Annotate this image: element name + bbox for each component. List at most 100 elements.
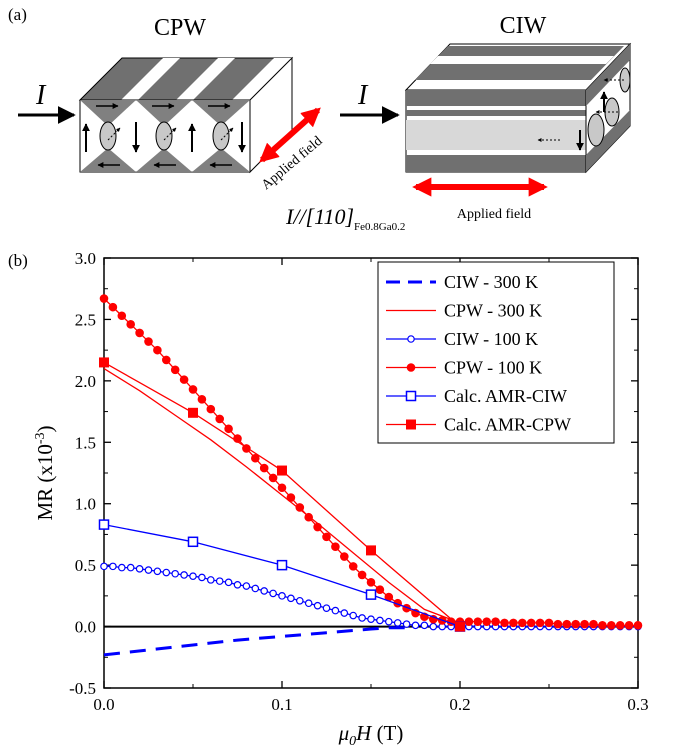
data-point <box>276 559 288 571</box>
data-point <box>251 584 260 593</box>
data-point <box>491 617 500 626</box>
data-point <box>224 578 233 587</box>
legend-marker <box>406 419 416 430</box>
data-point <box>340 552 349 561</box>
series-0 <box>103 626 407 657</box>
data-point <box>571 619 581 629</box>
data-point <box>562 619 572 629</box>
data-point <box>553 619 563 629</box>
legend-item: CIW - 100 K <box>386 329 538 349</box>
data-point <box>366 545 376 556</box>
direction-subscript: Fe0.8Ga0.2 <box>354 221 405 233</box>
data-point <box>268 473 278 483</box>
y-tick-label: 0.0 <box>75 618 96 637</box>
data-point <box>99 357 109 368</box>
data-point <box>482 617 492 626</box>
legend-marker <box>407 335 415 343</box>
data-point <box>340 609 349 617</box>
cpw-structure-diagram <box>78 56 294 174</box>
data-point <box>126 320 135 329</box>
data-point <box>251 453 260 463</box>
data-point <box>215 577 224 585</box>
data-point <box>429 622 438 631</box>
series-1 <box>103 368 461 624</box>
panel-b-label: (b) <box>8 251 28 270</box>
data-point <box>598 621 607 630</box>
data-point <box>464 617 474 626</box>
legend-item: CPW - 100 K <box>386 358 542 378</box>
cpw-field-arrow <box>259 107 321 163</box>
series-3 <box>99 294 643 630</box>
ciw-current-arrow: I <box>340 80 400 124</box>
data-point <box>607 621 616 630</box>
ciw-structure-diagram <box>404 42 632 174</box>
data-point <box>580 619 589 629</box>
legend-item: CIW - 300 K <box>386 272 538 292</box>
data-point <box>135 565 144 573</box>
legend-label: Calc. AMR-CIW <box>444 386 567 406</box>
series-5 <box>99 357 465 632</box>
data-point <box>259 463 269 473</box>
data-point <box>376 616 384 625</box>
data-point <box>108 302 118 312</box>
data-point <box>348 562 358 571</box>
series-4 <box>98 519 466 632</box>
data-point <box>153 567 162 576</box>
data-point <box>518 618 527 628</box>
legend-label: CIW - 300 K <box>444 272 538 292</box>
legend-box <box>377 261 615 444</box>
ciw-title: CIW <box>500 13 547 39</box>
data-point <box>277 465 287 476</box>
data-point <box>304 512 314 522</box>
data-point <box>233 580 242 589</box>
data-point <box>313 601 322 610</box>
legend-item: Calc. AMR-CIW <box>386 386 567 406</box>
data-point <box>286 493 296 502</box>
series-line <box>103 368 461 624</box>
data-point <box>144 566 153 574</box>
data-point <box>295 596 304 605</box>
legend-item: Calc. AMR-CPW <box>386 415 571 435</box>
data-point <box>615 621 625 630</box>
data-point <box>589 619 598 629</box>
data-point <box>180 571 188 579</box>
legend: CIW - 300 K CPW - 300 K CIW - 100 K CPW - 1… <box>377 261 615 444</box>
x-tick-label: 0.0 <box>93 695 114 714</box>
panel-a-label: (a) <box>8 5 27 24</box>
data-point <box>313 522 322 532</box>
data-point <box>402 620 411 628</box>
data-point <box>215 414 224 424</box>
data-point <box>117 311 127 321</box>
data-point <box>109 562 117 571</box>
data-point <box>197 394 207 404</box>
data-point <box>189 572 197 581</box>
data-point <box>411 621 420 630</box>
data-point <box>526 618 536 628</box>
data-point <box>277 483 287 493</box>
data-point <box>188 385 198 394</box>
legend-label: CPW - 300 K <box>444 301 542 321</box>
x-tick-label: 0.3 <box>627 695 648 714</box>
data-point <box>633 621 643 630</box>
data-point <box>100 562 108 571</box>
data-point <box>544 618 554 628</box>
direction-main: I//[110] <box>285 204 354 229</box>
current-direction-label: I//[110]Fe0.8Ga0.2 <box>285 204 405 233</box>
x-tick-label: 0.2 <box>449 695 470 714</box>
data-point <box>242 582 251 590</box>
series-line <box>103 626 407 657</box>
y-tick-label: 0.5 <box>75 556 96 575</box>
data-point <box>358 614 366 622</box>
cpw-current-symbol: I <box>35 80 47 111</box>
data-point <box>99 294 109 303</box>
y-tick-label: 2.0 <box>75 372 96 391</box>
data-point <box>304 599 313 608</box>
data-point <box>287 594 295 603</box>
data-point <box>260 587 269 595</box>
data-point <box>135 328 144 338</box>
data-point <box>179 375 189 384</box>
legend-label: CPW - 100 K <box>444 358 542 378</box>
panel-b: (b) 0.0 0.1 0.2 0.3-0.50.00.51.01.52.02.53.… <box>8 249 649 749</box>
panel-a: (a) CPW CIW I I <box>8 5 632 233</box>
data-point <box>118 563 126 572</box>
